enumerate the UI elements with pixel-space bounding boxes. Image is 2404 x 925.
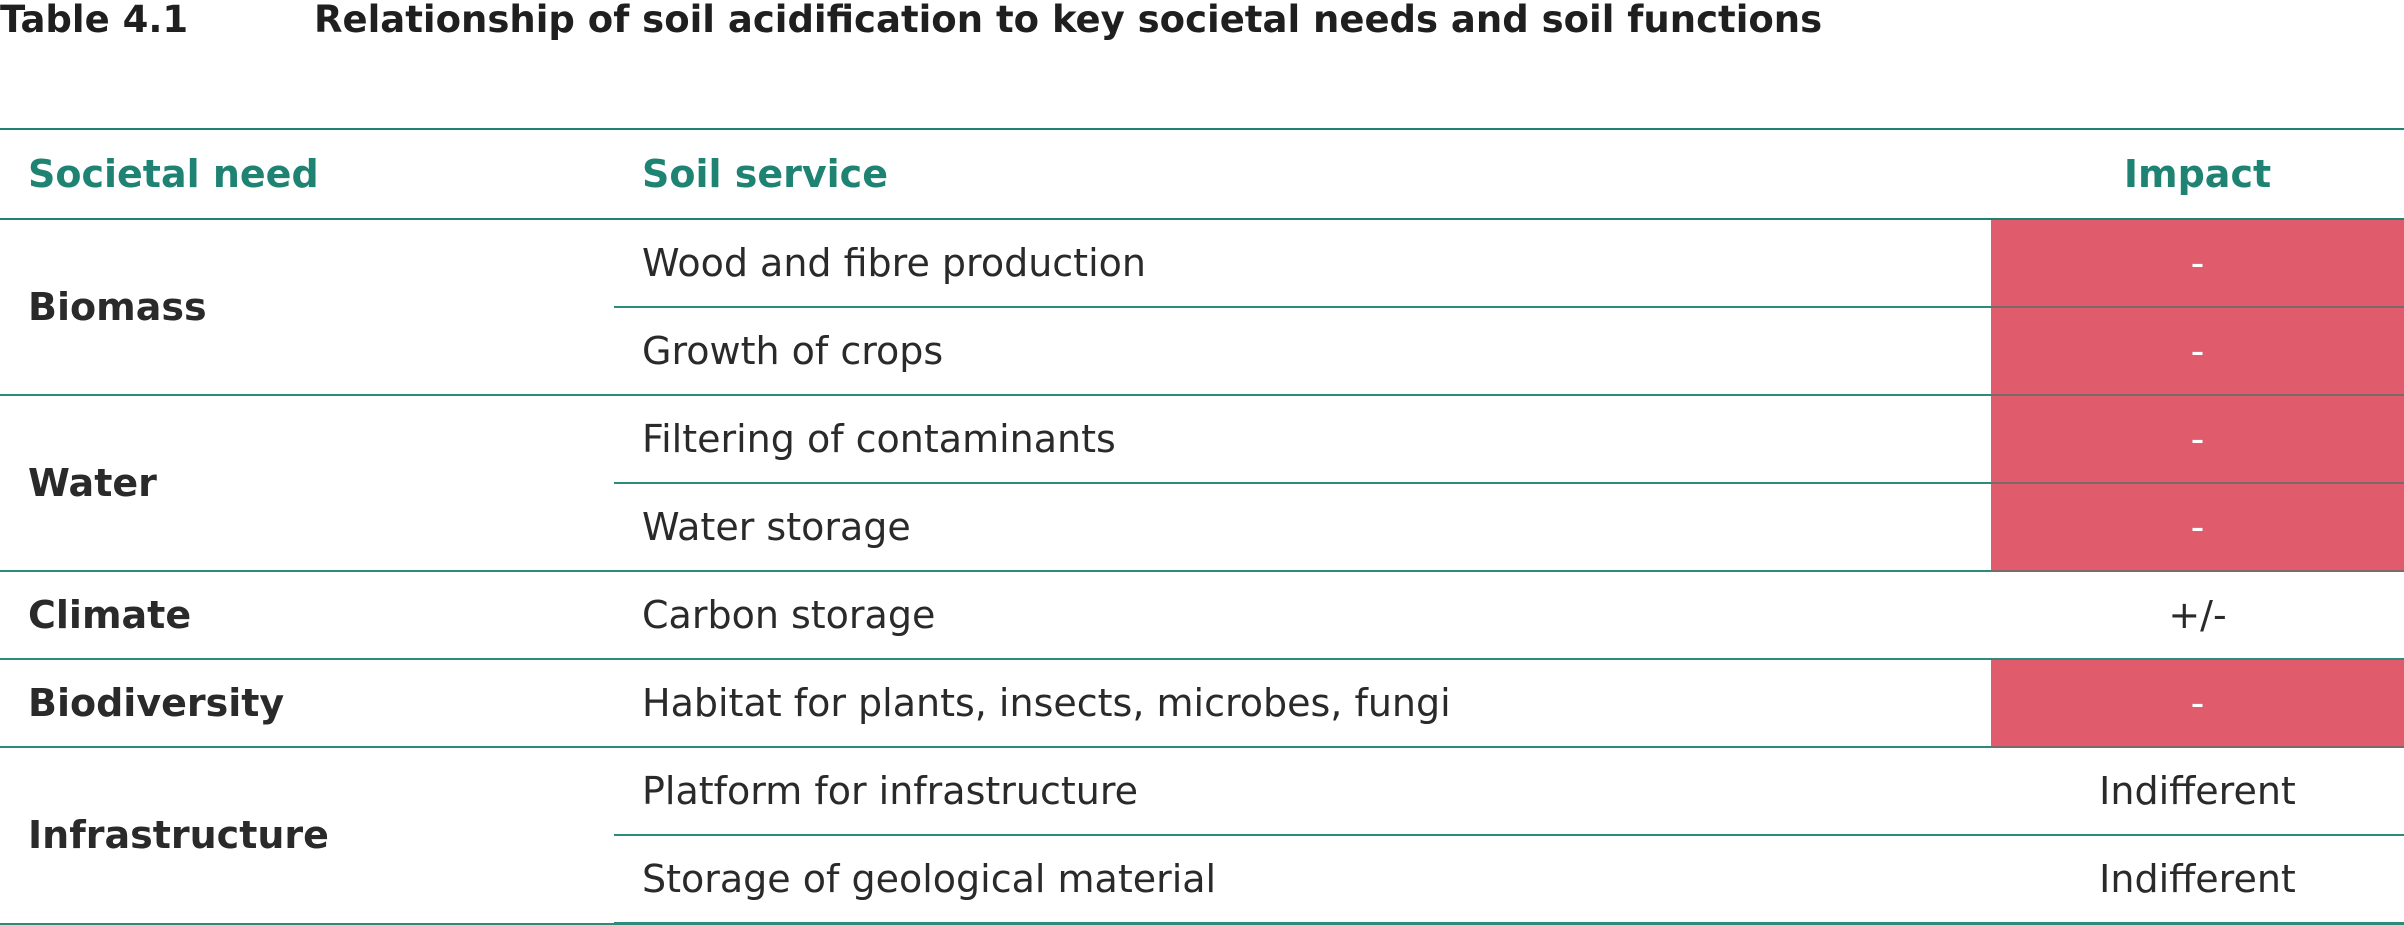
table-row: Biodiversity Habitat for plants, insects… — [0, 659, 2404, 748]
soil-service-cell: Storage of geological material — [614, 835, 1991, 925]
table-header-row: Societal need Soil service Impact — [0, 128, 2404, 220]
table-row: Water Filtering of contaminants - — [0, 395, 2404, 572]
table-row: Climate Carbon storage +/- — [0, 571, 2404, 660]
societal-need-cell: Biodiversity — [0, 659, 614, 748]
impact-cell: - — [1991, 659, 2404, 748]
table-title: Relationship of soil acidification to ke… — [314, 0, 1823, 41]
impact-cell: - — [1991, 219, 2404, 308]
column-header-societal-need: Societal need — [0, 128, 614, 220]
impact-cell: - — [1991, 307, 2404, 396]
soil-service-cell: Filtering of contaminants — [614, 395, 1991, 484]
impact-cell: - — [1991, 395, 2404, 484]
societal-need-cell: Biomass — [0, 219, 614, 396]
column-header-impact: Impact — [1991, 128, 2404, 220]
table-row: Water storage - — [0, 483, 2404, 572]
soil-service-cell: Habitat for plants, insects, microbes, f… — [614, 659, 1991, 748]
societal-need-cell: Infrastructure — [0, 747, 614, 925]
table-number: Table 4.1 — [0, 0, 189, 41]
societal-need-cell: Water — [0, 395, 614, 572]
soil-acidification-table: Societal need Soil service Impact Biomas… — [0, 128, 2404, 925]
impact-cell: Indifferent — [1991, 747, 2404, 836]
table-row: Biomass Wood and fibre production - — [0, 219, 2404, 396]
soil-service-cell: Carbon storage — [614, 571, 1991, 660]
soil-service-cell: Platform for infrastructure — [614, 747, 1991, 836]
societal-need-cell: Climate — [0, 571, 614, 660]
impact-cell: - — [1991, 483, 2404, 572]
soil-service-cell: Growth of crops — [614, 307, 1991, 396]
soil-service-cell: Water storage — [614, 483, 1991, 572]
table-row: Infrastructure Platform for infrastructu… — [0, 747, 2404, 925]
table-row: Storage of geological material Indiffere… — [0, 835, 2404, 925]
impact-cell: +/- — [1991, 571, 2404, 660]
impact-cell: Indifferent — [1991, 835, 2404, 925]
soil-service-cell: Wood and fibre production — [614, 219, 1991, 308]
column-header-soil-service: Soil service — [614, 128, 1991, 220]
table-row: Growth of crops - — [0, 307, 2404, 396]
